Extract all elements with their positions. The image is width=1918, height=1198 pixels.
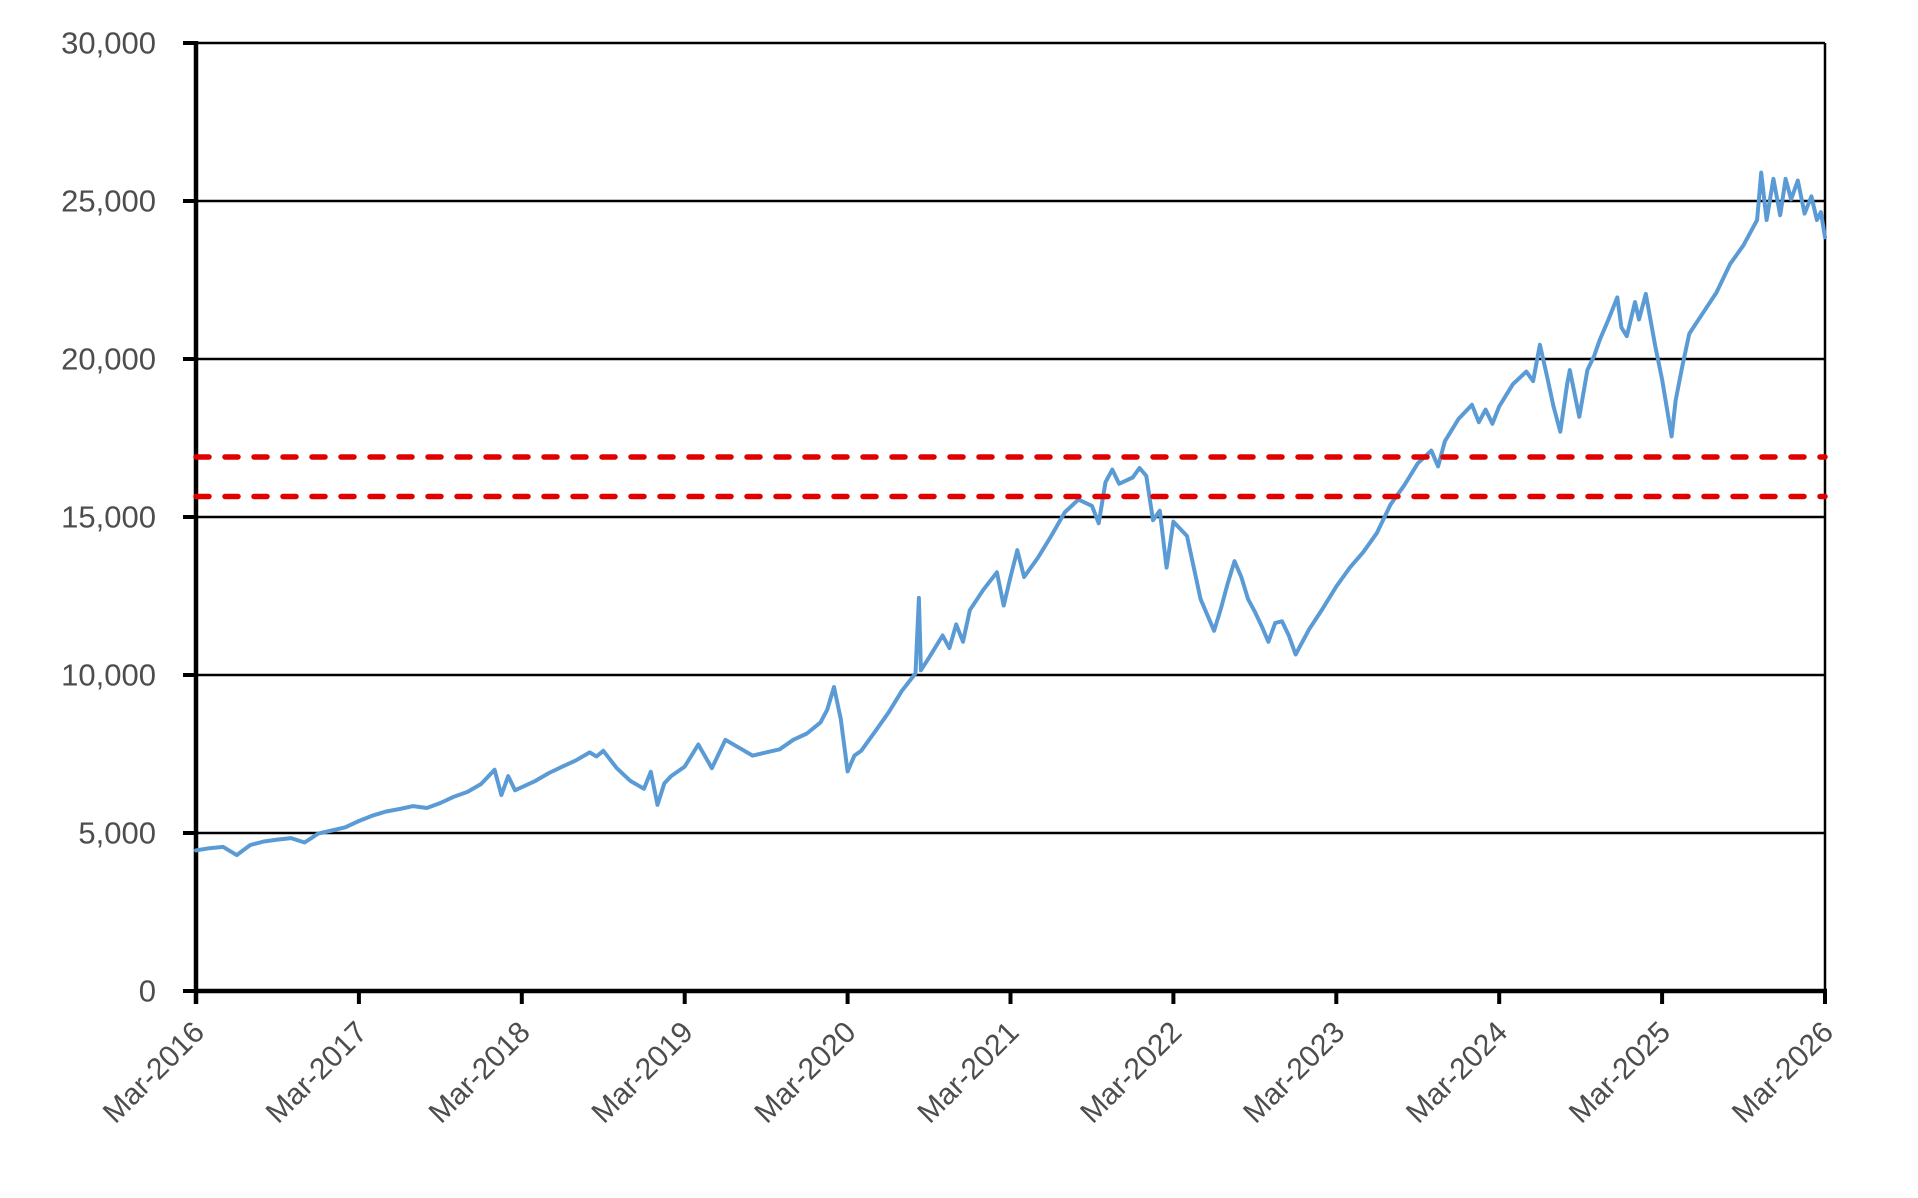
y-tick-label: 5,000 — [78, 816, 156, 851]
x-tick-label: Mar-2016 — [97, 1016, 211, 1130]
index-level-daily-line — [194, 170, 1827, 858]
x-tick-label: Mar-2020 — [748, 1016, 862, 1130]
x-tick-label: Mar-2025 — [1563, 1016, 1677, 1130]
x-tick-label: Mar-2023 — [1237, 1016, 1351, 1130]
x-tick-label: Mar-2026 — [1726, 1016, 1840, 1130]
y-tick-label: 25,000 — [61, 184, 156, 219]
x-tick-label: Mar-2022 — [1074, 1016, 1188, 1130]
y-tick-label: 30,000 — [61, 26, 156, 61]
x-tick-label: Mar-2021 — [911, 1016, 1025, 1130]
x-tick-label: Mar-2017 — [260, 1016, 374, 1130]
y-tick-label: 20,000 — [61, 342, 156, 377]
x-tick-label: Mar-2019 — [586, 1016, 700, 1130]
x-tick-label: Mar-2024 — [1400, 1016, 1514, 1130]
y-tick-label: 0 — [139, 974, 156, 1009]
y-tick-label: 10,000 — [61, 658, 156, 693]
x-tick-label: Mar-2018 — [423, 1016, 537, 1130]
y-tick-label: 15,000 — [61, 500, 156, 535]
